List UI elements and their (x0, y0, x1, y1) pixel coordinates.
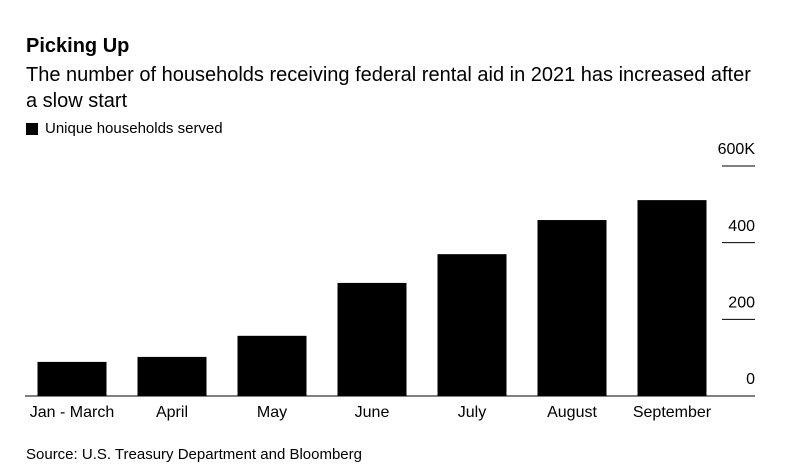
source-note: Source: U.S. Treasury Department and Blo… (26, 446, 362, 463)
x-tick-label: July (458, 404, 486, 421)
x-tick-label: May (257, 404, 287, 421)
legend-label: Unique households served (45, 120, 223, 137)
bar (37, 361, 107, 396)
bar (437, 254, 507, 396)
x-tick-label: April (156, 404, 188, 421)
legend-swatch (26, 122, 38, 135)
bar (337, 282, 407, 396)
chart: 0 200 400 600K Jan - March April May June July Au… (25, 141, 756, 421)
y-tick-label: 0 (746, 371, 755, 388)
bar (637, 200, 707, 396)
y-tick-label: 600K (718, 141, 756, 158)
y-tick-label: 200 (728, 295, 755, 312)
chart-subtitle: The number of households receiving feder… (26, 64, 751, 112)
x-tick-label: June (355, 404, 390, 421)
y-tick-label: 400 (728, 218, 755, 235)
bar (237, 335, 307, 396)
chart-title: Picking Up (26, 35, 130, 57)
x-tick-label: Jan - March (30, 404, 114, 421)
bar (137, 356, 207, 396)
x-tick-label: September (633, 404, 712, 421)
legend: Unique households served (26, 120, 223, 137)
x-tick-label: August (547, 404, 597, 421)
bar (537, 220, 607, 396)
